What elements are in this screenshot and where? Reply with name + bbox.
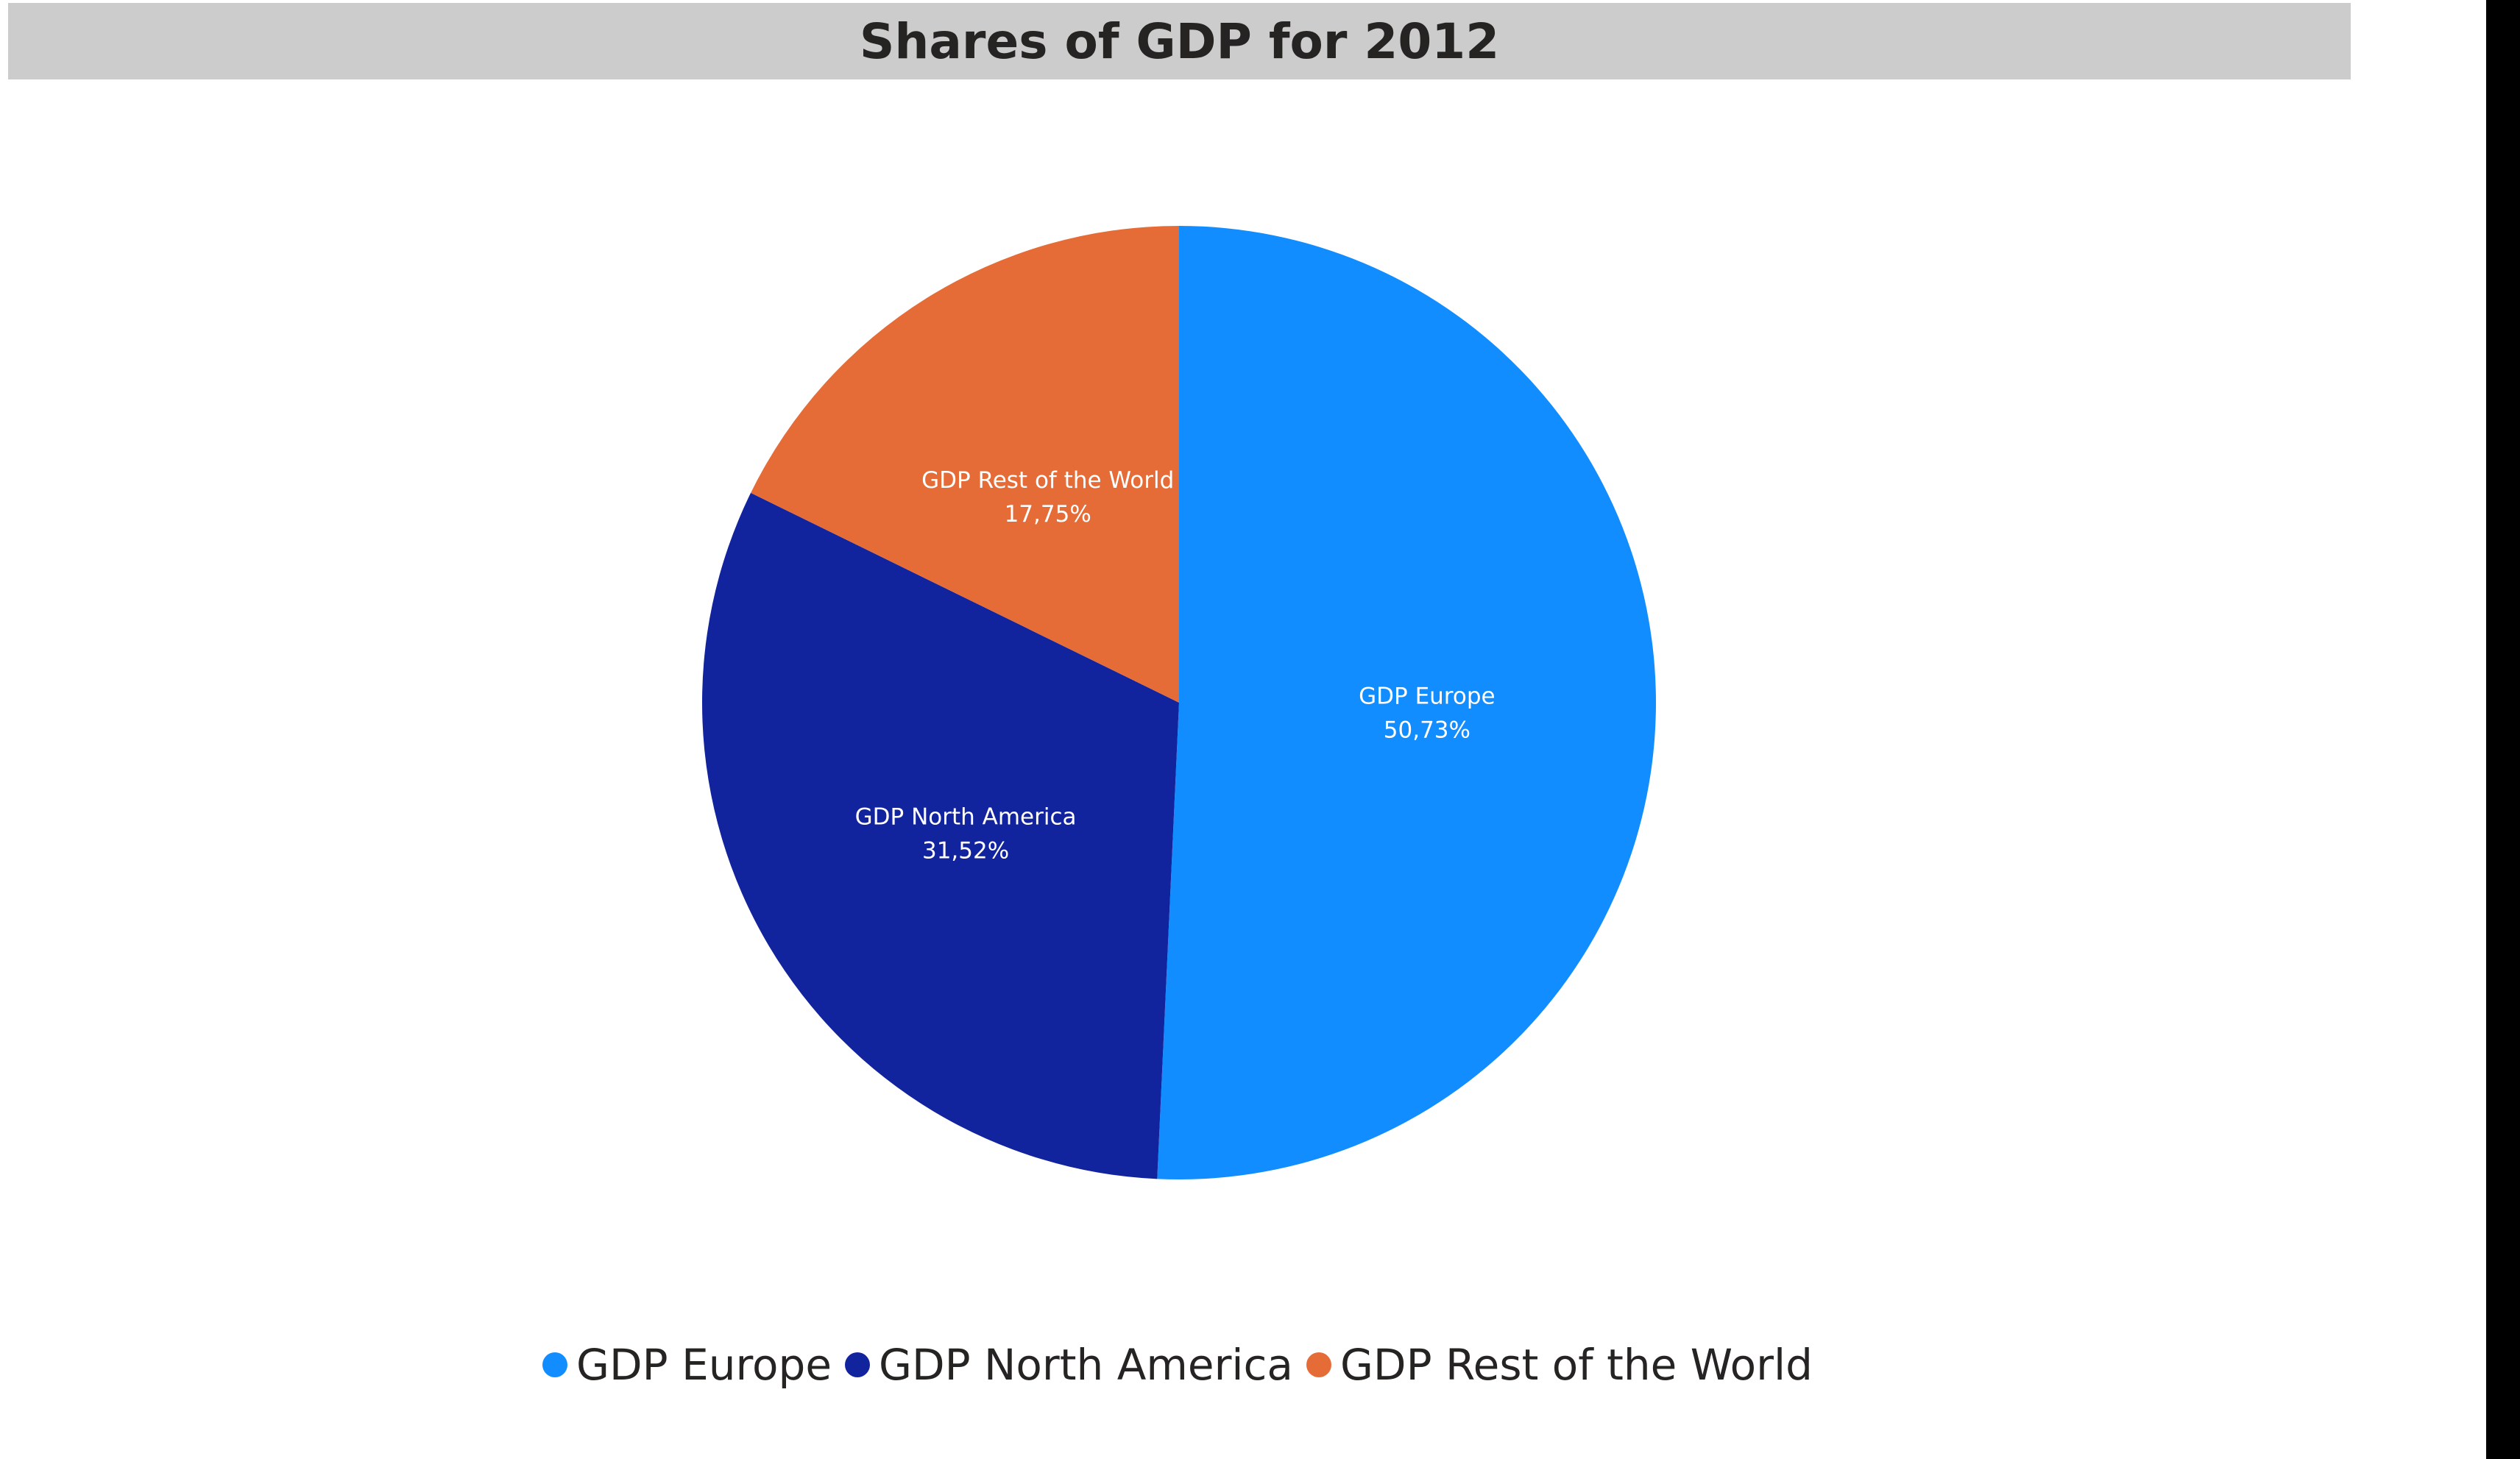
pie-slice-gdp-europe[interactable] — [1157, 226, 1656, 1179]
pie-slice-gdp-rest-of-the-world[interactable] — [751, 225, 1179, 703]
data-label-value-gdp-rest-of-the-world: 17,75% — [1005, 501, 1091, 528]
window-edge — [2486, 0, 2520, 1459]
pie-chart: GDP Europe 50,73% GDP North America 31,52% G… — [701, 225, 1656, 1179]
legend-item-europe[interactable]: GDP Europe — [542, 1340, 832, 1390]
legend-item-rest-of-world[interactable]: GDP Rest of the World — [1306, 1340, 1813, 1390]
legend-marker-rest-of-world — [1306, 1352, 1331, 1377]
chart-title-bar: Shares of GDP for 2012 — [8, 3, 2351, 79]
data-label-value-gdp-north-america: 31,52% — [922, 838, 1009, 865]
legend-marker-north-america — [845, 1352, 871, 1377]
legend-label-north-america: GDP North America — [879, 1340, 1293, 1390]
legend-item-north-america[interactable]: GDP North America — [845, 1340, 1293, 1390]
legend-label-rest-of-world: GDP Rest of the World — [1339, 1340, 1813, 1390]
chart-title: Shares of GDP for 2012 — [859, 13, 1500, 70]
legend-label-europe: GDP Europe — [576, 1340, 832, 1390]
data-label-value-gdp-europe: 50,73% — [1384, 717, 1470, 744]
legend-marker-europe — [542, 1352, 568, 1377]
data-label-name-gdp-rest-of-the-world: GDP Rest of the World — [921, 467, 1174, 494]
pie-slice-gdp-north-america[interactable] — [701, 492, 1179, 1179]
pie-slices — [701, 225, 1656, 1179]
data-label-name-gdp-north-america: GDP North America — [855, 804, 1077, 831]
data-label-name-gdp-europe: GDP Europe — [1359, 684, 1495, 710]
pie-data-labels: GDP Europe 50,73% GDP North America 31,52% G… — [855, 467, 1496, 865]
chart-legend: GDP Europe GDP North America GDP Rest of… — [0, 1332, 2355, 1398]
